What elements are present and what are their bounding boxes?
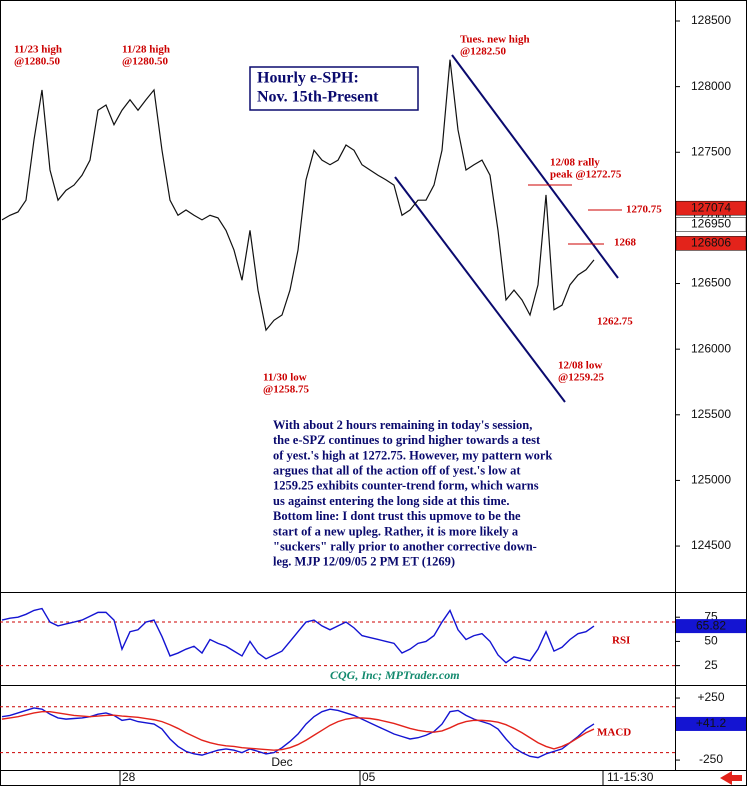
commentary-line: Bottom line: I dont trust this upmove to… xyxy=(273,509,521,523)
y-tick-label: 126500 xyxy=(691,276,731,290)
annotation: Tues. new high xyxy=(460,34,530,46)
annotation: 1270.75 xyxy=(626,204,662,216)
commentary-line: the e-SPZ continues to grind higher towa… xyxy=(273,433,541,447)
commentary-line: "suckers" rally prior to another correct… xyxy=(273,539,537,553)
y-tick-label: 124500 xyxy=(691,538,731,552)
chart-title: Hourly e-SPH: xyxy=(257,70,359,87)
annotation: 11/23 high xyxy=(14,44,62,56)
y-tick-label: 126000 xyxy=(691,341,731,355)
panel-label: RSI xyxy=(612,635,630,647)
annotation: @1258.75 xyxy=(263,384,309,396)
y-tick-label: 128500 xyxy=(691,13,731,27)
annotation: 11/28 high xyxy=(122,44,170,56)
x-tick-label: 05 xyxy=(362,770,376,784)
series-line xyxy=(1,707,595,759)
annotation: 12/08 rally xyxy=(550,157,600,169)
series-line xyxy=(1,59,595,332)
price-marker xyxy=(675,217,747,232)
y-tick-label: 50 xyxy=(704,634,718,648)
x-tick-label: 11-15:30 xyxy=(607,770,654,784)
annotation: 1262.75 xyxy=(597,316,633,328)
price-marker-label: 126806 xyxy=(691,236,731,250)
annotation: @1259.25 xyxy=(558,372,604,384)
last-value-box xyxy=(676,619,746,634)
panel-label: MACD xyxy=(597,727,631,739)
commentary-line: argues that all of the action off of yes… xyxy=(273,463,521,477)
commentary-line: leg. MJP 12/09/05 2 PM ET (1269) xyxy=(273,555,455,569)
title-box xyxy=(249,66,419,111)
annotation: peak @1272.75 xyxy=(550,169,622,181)
commentary-line: us against entering the long side at thi… xyxy=(273,494,509,508)
series-line xyxy=(1,607,595,664)
commentary-line: With about 2 hours remaining in today's … xyxy=(273,418,532,432)
annotation: 12/08 low xyxy=(558,360,602,372)
y-tick-label: +250 xyxy=(697,690,724,704)
y-tick-label: 127500 xyxy=(691,144,731,158)
commentary-line: 1259.25 exhibits counter-trend form, whi… xyxy=(273,479,539,493)
commentary-line: start of a new upleg. Rather, it is more… xyxy=(273,524,519,538)
annotation: @1280.50 xyxy=(14,56,60,68)
commentary-line: of yest.'s high at 1272.75. However, my … xyxy=(273,448,552,462)
y-tick-label: 128000 xyxy=(691,79,731,93)
series-line xyxy=(1,710,595,751)
last-value-label: 65.82 xyxy=(696,618,726,632)
y-tick-label: 125000 xyxy=(691,473,731,487)
annotation: 1268 xyxy=(614,237,637,249)
price-marker-label: 126950 xyxy=(691,217,731,231)
y-tick-label: -250 xyxy=(699,752,723,766)
scroll-arrow[interactable] xyxy=(720,771,742,785)
x-tick-label: 28 xyxy=(122,770,136,784)
annotation: @1282.50 xyxy=(460,46,506,58)
annotation: 11/30 low xyxy=(263,372,307,384)
x-tick-label: Dec xyxy=(271,755,292,769)
price-marker xyxy=(675,236,747,251)
trend-line xyxy=(394,176,566,403)
price-marker-label: 127074 xyxy=(691,200,731,214)
chart-title: Nov. 15th-Present xyxy=(257,89,379,106)
trend-line xyxy=(451,54,619,279)
credit: CQG, Inc; MPTrader.com xyxy=(330,668,460,682)
last-value-box xyxy=(676,716,746,731)
y-tick-label: 25 xyxy=(704,658,718,672)
annotation: @1280.50 xyxy=(122,56,168,68)
y-tick-label: 125500 xyxy=(691,407,731,421)
price-marker xyxy=(675,200,747,216)
last-value-label: +41.2 xyxy=(696,716,727,730)
